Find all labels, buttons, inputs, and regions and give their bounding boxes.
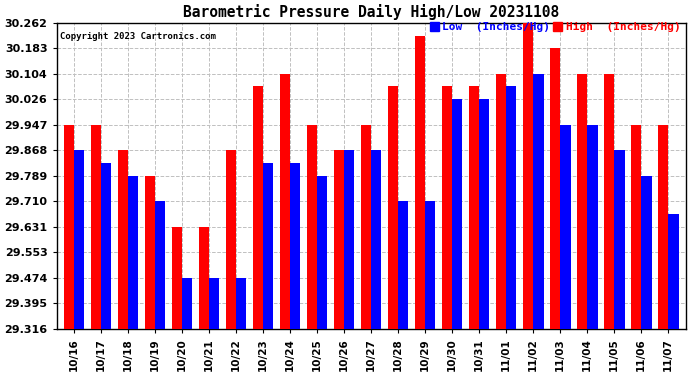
Bar (199, 227, 209, 329)
Bar (155, 201, 166, 329)
Bar (64, 124, 74, 329)
Bar (523, 23, 533, 329)
Bar (550, 48, 560, 329)
Bar (172, 227, 182, 329)
Bar (74, 150, 84, 329)
Bar (442, 87, 452, 329)
Bar (253, 87, 263, 329)
Bar (415, 36, 425, 329)
Bar (388, 87, 398, 329)
Bar (658, 124, 669, 329)
Bar (398, 201, 408, 329)
Bar (425, 201, 435, 329)
Bar (604, 74, 614, 329)
Bar (307, 124, 317, 329)
Title: Barometric Pressure Daily High/Low 20231108: Barometric Pressure Daily High/Low 20231… (183, 4, 560, 20)
Text: Copyright 2023 Cartronics.com: Copyright 2023 Cartronics.com (60, 32, 215, 41)
Bar (263, 163, 273, 329)
Bar (226, 150, 236, 329)
Bar (101, 163, 111, 329)
Bar (91, 124, 101, 329)
Bar (334, 150, 344, 329)
Bar (361, 124, 371, 329)
Bar (209, 278, 219, 329)
Bar (182, 278, 193, 329)
Bar (236, 278, 246, 329)
Bar (452, 99, 462, 329)
Bar (614, 150, 624, 329)
Bar (496, 74, 506, 329)
Bar (290, 163, 300, 329)
Bar (280, 74, 290, 329)
Bar (506, 87, 517, 329)
Bar (371, 150, 382, 329)
Bar (128, 176, 139, 329)
Bar (344, 150, 355, 329)
Bar (118, 150, 128, 329)
Bar (533, 74, 544, 329)
Bar (317, 176, 328, 329)
Bar (469, 87, 480, 329)
Bar (631, 124, 641, 329)
Bar (577, 74, 587, 329)
Bar (145, 176, 155, 329)
Legend: Low  (Inches/Hg), High  (Inches/Hg): Low (Inches/Hg), High (Inches/Hg) (430, 22, 680, 32)
Bar (641, 176, 651, 329)
Bar (560, 124, 571, 329)
Bar (587, 124, 598, 329)
Bar (480, 99, 489, 329)
Bar (669, 214, 678, 329)
